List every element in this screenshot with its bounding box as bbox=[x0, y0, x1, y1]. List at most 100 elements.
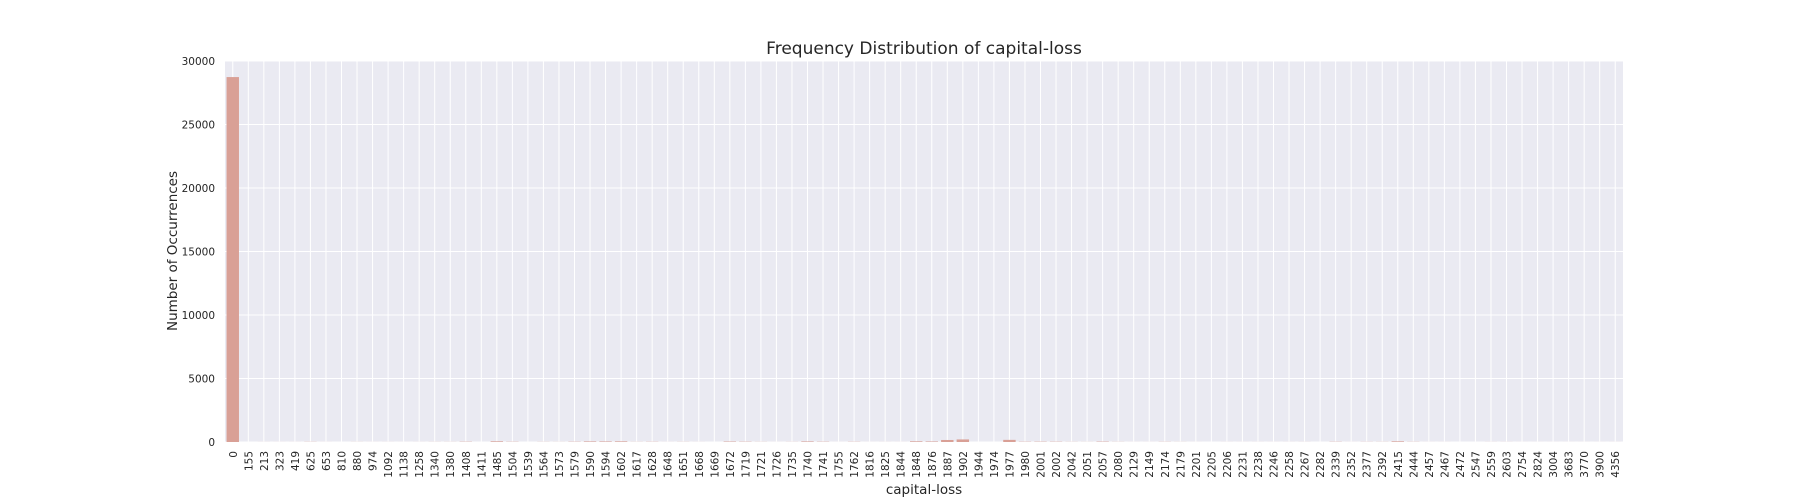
y-grid bbox=[225, 60, 1623, 443]
x-tick-label: 1092 bbox=[383, 451, 395, 478]
x-tick-label: 1844 bbox=[896, 451, 908, 478]
x-axis-label: capital-loss bbox=[886, 482, 962, 498]
x-tick-label: 2206 bbox=[1222, 451, 1234, 478]
x-tick-label: 1977 bbox=[1004, 451, 1016, 478]
y-tick-label: 5000 bbox=[188, 374, 215, 386]
y-tick-label: 30000 bbox=[182, 56, 215, 68]
x-tick-label: 323 bbox=[274, 451, 286, 471]
y-tick-label: 20000 bbox=[182, 183, 215, 195]
x-tick-label: 880 bbox=[352, 451, 364, 471]
x-tick-label: 3004 bbox=[1548, 451, 1560, 478]
x-tick-label: 1648 bbox=[663, 451, 675, 478]
y-tick-label: 25000 bbox=[182, 120, 215, 132]
x-tick-label: 1340 bbox=[430, 451, 442, 478]
x-tick-label: 2174 bbox=[1160, 451, 1172, 478]
x-tick-label: 2042 bbox=[1067, 451, 1079, 478]
x-tick-label: 2051 bbox=[1082, 451, 1094, 478]
x-tick-label: 1974 bbox=[989, 451, 1001, 478]
x-tick-label: 2444 bbox=[1408, 451, 1420, 478]
x-tick-label: 2754 bbox=[1517, 451, 1529, 478]
x-tick-label: 810 bbox=[337, 451, 349, 471]
x-tick-label: 1719 bbox=[740, 451, 752, 478]
x-tick-label: 2282 bbox=[1315, 451, 1327, 478]
x-tick-label: 1651 bbox=[678, 451, 690, 478]
x-tick-label: 2149 bbox=[1144, 451, 1156, 478]
x-tick-label: 2339 bbox=[1331, 451, 1343, 478]
x-tick-label: 2415 bbox=[1393, 451, 1405, 478]
x-tick-label: 1762 bbox=[849, 451, 861, 478]
x-tick-labels: 0 155 213 323 419 625 653 810 880 974 1092 1138 1258… bbox=[228, 451, 1622, 478]
bar bbox=[1391, 441, 1404, 442]
x-tick-label: 1902 bbox=[958, 451, 970, 478]
x-tick-label: 2352 bbox=[1346, 451, 1358, 478]
x-tick-label: 1258 bbox=[414, 451, 426, 478]
bar bbox=[226, 77, 239, 443]
x-tick-label: 1579 bbox=[570, 451, 582, 478]
x-tick-label: 3683 bbox=[1564, 451, 1576, 478]
x-tick-label: 1504 bbox=[507, 451, 519, 478]
x-tick-label: 1741 bbox=[818, 451, 830, 478]
x-tick-label: 2201 bbox=[1191, 451, 1203, 478]
x-tick-label: 155 bbox=[243, 451, 255, 471]
x-tick-label: 1755 bbox=[834, 451, 846, 478]
x-tick-label: 1602 bbox=[616, 451, 628, 478]
x-tick-label: 1590 bbox=[585, 451, 597, 478]
y-axis-label: Number of Occurrences bbox=[165, 171, 181, 331]
x-tick-label: 2559 bbox=[1486, 451, 1498, 478]
x-tick-label: 2392 bbox=[1377, 451, 1389, 478]
x-tick-label: 2603 bbox=[1502, 451, 1514, 478]
x-tick-label: 2238 bbox=[1253, 451, 1265, 478]
x-tick-label: 3900 bbox=[1595, 451, 1607, 478]
x-tick-label: 1564 bbox=[538, 451, 550, 478]
x-tick-label: 1876 bbox=[927, 451, 939, 478]
x-tick-label: 2258 bbox=[1284, 451, 1296, 478]
x-tick-label: 1887 bbox=[942, 451, 954, 478]
bars bbox=[226, 77, 1622, 443]
x-tick-label: 1411 bbox=[476, 451, 488, 478]
x-tick-label: 974 bbox=[368, 451, 380, 471]
x-tick-label: 1944 bbox=[973, 451, 985, 478]
y-tick-label: 0 bbox=[208, 437, 215, 449]
x-tick-label: 1539 bbox=[523, 451, 535, 478]
x-tick-label: 2231 bbox=[1237, 451, 1249, 478]
x-grid bbox=[232, 61, 1616, 442]
x-tick-label: 2002 bbox=[1051, 451, 1063, 478]
x-tick-label: 1672 bbox=[725, 451, 737, 478]
x-tick-label: 2246 bbox=[1269, 451, 1281, 478]
x-tick-label: 1721 bbox=[756, 451, 768, 478]
x-tick-label: 2472 bbox=[1455, 451, 1467, 478]
x-tick-label: 213 bbox=[259, 451, 271, 471]
x-tick-label: 0 bbox=[228, 451, 240, 458]
x-tick-label: 625 bbox=[305, 451, 317, 471]
bar bbox=[1003, 439, 1016, 442]
x-tick-label: 1816 bbox=[865, 451, 877, 478]
x-tick-label: 2057 bbox=[1098, 451, 1110, 478]
bar bbox=[801, 441, 814, 442]
bar bbox=[599, 441, 612, 442]
x-tick-label: 1980 bbox=[1020, 451, 1032, 478]
x-tick-label: 1668 bbox=[694, 451, 706, 478]
x-tick-label: 2457 bbox=[1424, 451, 1436, 478]
y-tick-label: 15000 bbox=[182, 247, 215, 259]
x-tick-label: 2377 bbox=[1362, 451, 1374, 478]
x-tick-label: 2179 bbox=[1175, 451, 1187, 478]
x-tick-label: 2547 bbox=[1470, 451, 1482, 478]
x-tick-label: 1573 bbox=[554, 451, 566, 478]
x-tick-label: 1594 bbox=[601, 451, 613, 478]
y-tick-label: 10000 bbox=[182, 310, 215, 322]
x-tick-label: 1628 bbox=[647, 451, 659, 478]
x-tick-label: 419 bbox=[290, 451, 302, 471]
x-tick-label: 2080 bbox=[1113, 451, 1125, 478]
x-tick-label: 1138 bbox=[399, 451, 411, 478]
x-tick-label: 2467 bbox=[1439, 451, 1451, 478]
x-tick-label: 1617 bbox=[632, 451, 644, 478]
x-tick-label: 1726 bbox=[771, 451, 783, 478]
x-tick-label: 1485 bbox=[492, 451, 504, 478]
y-tick-labels: 0 5000 10000 15000 20000 25000 30000 bbox=[182, 56, 215, 449]
bar bbox=[910, 441, 923, 442]
bar bbox=[583, 441, 597, 442]
chart-title: Frequency Distribution of capital-loss bbox=[766, 39, 1082, 59]
bar bbox=[956, 439, 970, 442]
x-tick-label: 1669 bbox=[709, 451, 721, 478]
x-tick-label: 1825 bbox=[880, 451, 892, 478]
